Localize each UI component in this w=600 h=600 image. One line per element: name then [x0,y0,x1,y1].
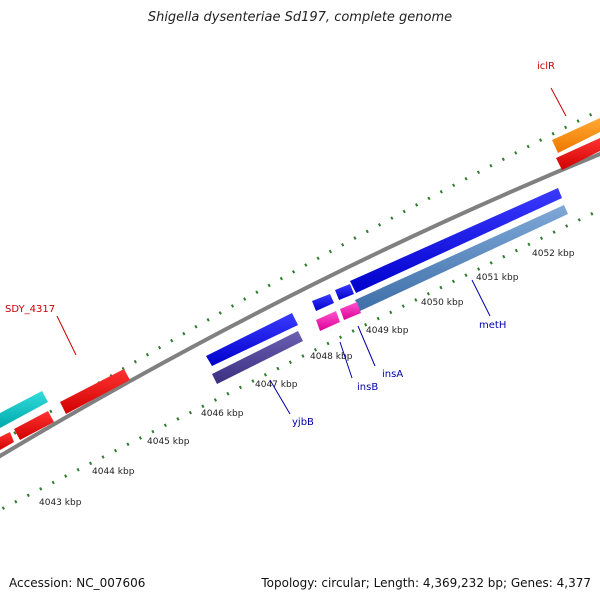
ruler-label-4047: 4047 kbp [255,380,298,390]
gene-forward-steel-metH[interactable] [355,205,568,311]
gene-forward-red-left-2[interactable] [0,432,14,450]
gene-forward-pink-insB[interactable] [316,311,340,331]
callout-iclR [550,87,567,117]
gene-forward-blue-small-2[interactable] [335,284,354,300]
ruler-label-4045: 4045 kbp [147,437,190,447]
gene-forward-red-top-right[interactable] [556,138,600,170]
gene-label-insB[interactable]: insB [357,382,378,393]
ruler-label-4050: 4050 kbp [421,298,464,308]
gene-label-metH[interactable]: metH [479,320,506,331]
gene-forward-cyan[interactable] [0,391,48,428]
gene-label-iclR[interactable]: iclR [537,61,555,72]
callout-insA [357,325,376,367]
genome-backbone [0,151,600,459]
gene-forward-blue-yjbB[interactable] [206,313,298,366]
callout-insB [339,341,353,379]
gene-label-SDY4317[interactable]: SDY_4317 [5,304,55,315]
gene-forward-pink-insA[interactable] [340,302,361,320]
accession-text: Accession: NC_007606 [9,576,146,590]
callout-SDY4317 [56,315,77,356]
ruler-label-4046: 4046 kbp [201,409,244,419]
ruler-label-4044: 4044 kbp [92,467,135,477]
gene-forward-red-SDY4317[interactable] [60,369,130,414]
ruler-label-4048: 4048 kbp [310,352,353,362]
callout-metH [471,279,491,317]
map-title: Shigella dysenteriae Sd197, complete gen… [147,10,453,25]
gene-forward-blue-small-1[interactable] [312,294,334,311]
inner-tick-arc [0,208,600,512]
ruler-label-4051: 4051 kbp [476,273,519,283]
topology-summary: Topology: circular; Length: 4,369,232 bp… [261,576,591,590]
ruler-label-4049: 4049 kbp [366,326,409,336]
ruler-label-4043: 4043 kbp [39,498,82,508]
gene-forward-blue-large[interactable] [350,188,562,293]
ruler-label-4052: 4052 kbp [532,249,575,259]
gene-forward-iclR-orange[interactable] [552,118,600,153]
gene-forward-indigo-yjbB[interactable] [212,331,303,384]
gene-label-yjbB[interactable]: yjbB [292,417,314,428]
gene-label-insA[interactable]: insA [382,369,403,380]
gene-forward-red-left-1[interactable] [14,411,54,440]
callout-yjbB [269,379,291,415]
